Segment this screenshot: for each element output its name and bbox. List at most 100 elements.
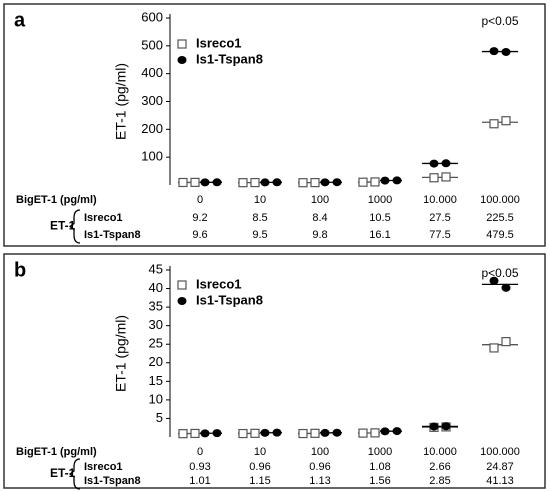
marker: [200, 429, 210, 438]
marker: [392, 427, 402, 436]
category-label: 100: [311, 194, 329, 206]
marker: [212, 178, 222, 187]
category-label: 10.000: [423, 446, 457, 458]
marker: [358, 177, 368, 187]
table-value: 8.4: [312, 212, 327, 224]
marker: [200, 178, 210, 187]
marker: [332, 428, 342, 437]
table-value: 1.56: [369, 475, 390, 487]
marker: [489, 276, 499, 285]
y-tick-label: 45: [149, 261, 163, 276]
y-tick-label: 25: [149, 336, 163, 351]
table-value: 41.13: [486, 475, 514, 487]
marker: [380, 176, 390, 185]
marker: [429, 173, 439, 183]
marker: [332, 178, 342, 187]
y-tick-label: 5: [156, 410, 163, 425]
marker: [272, 178, 282, 187]
marker: [260, 178, 270, 187]
marker: [501, 47, 511, 56]
marker: [429, 159, 439, 168]
y-tick-label: 400: [141, 65, 163, 80]
marker: [177, 39, 187, 49]
y-tick-label: 200: [141, 121, 163, 136]
annotation: p<0.05: [481, 266, 518, 280]
brace: [68, 209, 81, 244]
category-label: 0: [197, 446, 203, 458]
table-value: 10.5: [369, 212, 390, 224]
marker: [358, 428, 368, 438]
y-tick-label: 100: [141, 149, 163, 164]
table-value: 479.5: [486, 229, 514, 241]
table-value: 1.13: [309, 475, 330, 487]
category-label: 10.000: [423, 194, 457, 206]
y-axis-label: ET-1 (pg/ml): [113, 63, 129, 140]
y-axis-label: ET-1 (pg/ml): [113, 315, 129, 392]
marker: [250, 428, 260, 438]
y-tick-label: 20: [149, 354, 163, 369]
category-label: 10: [254, 194, 266, 206]
marker: [177, 297, 187, 305]
category-label: 10: [254, 446, 266, 458]
legend-label: Is1-Tspan8: [196, 292, 263, 307]
marker: [392, 176, 402, 185]
marker: [177, 280, 187, 290]
table-value: 9.6: [192, 229, 207, 241]
row-label: Isreco1: [84, 461, 123, 473]
annotation: p<0.05: [481, 14, 518, 28]
marker: [310, 178, 320, 188]
marker: [501, 337, 511, 347]
row-group-label: ET-1: [50, 219, 76, 233]
y-tick-label: 500: [141, 37, 163, 52]
y-tick-label: 300: [141, 93, 163, 108]
table-value: 9.2: [192, 212, 207, 224]
marker: [190, 177, 200, 187]
legend-label: Is1-Tspan8: [196, 51, 263, 66]
row-label: Isreco1: [84, 212, 123, 224]
table-value: 2.66: [429, 461, 450, 473]
marker: [260, 428, 270, 437]
table-value: 8.5: [252, 212, 267, 224]
table-value: 27.5: [429, 212, 450, 224]
y-tick-label: 10: [149, 391, 163, 406]
marker: [320, 428, 330, 437]
marker: [380, 427, 390, 436]
category-label: 100: [311, 446, 329, 458]
table-value: 2.85: [429, 475, 450, 487]
row-label: Is1-Tspan8: [84, 475, 141, 487]
category-label: 100.000: [480, 446, 520, 458]
x-axis-label: BigET-1 (pg/ml): [16, 194, 97, 206]
marker: [501, 116, 511, 126]
marker: [489, 47, 499, 56]
table-value: 1.01: [189, 475, 210, 487]
panel-letter: a: [14, 9, 26, 31]
marker: [310, 428, 320, 438]
table-value: 1.15: [249, 475, 270, 487]
y-tick-label: 15: [149, 373, 163, 388]
table-value: 225.5: [486, 212, 514, 224]
table-value: 1.08: [369, 461, 390, 473]
legend-label: Isreco1: [196, 276, 242, 291]
y-tick-label: 40: [149, 280, 163, 295]
y-tick-label: 30: [149, 317, 163, 332]
marker: [212, 429, 222, 438]
category-label: 0: [197, 194, 203, 206]
y-tick-label: 600: [141, 9, 163, 24]
marker: [298, 428, 308, 439]
table-value: 0.93: [189, 461, 210, 473]
table-value: 0.96: [249, 461, 270, 473]
marker: [441, 172, 451, 182]
x-axis-label: BigET-1 (pg/ml): [16, 446, 97, 458]
table-value: 16.1: [369, 229, 390, 241]
table-value: 77.5: [429, 229, 450, 241]
marker: [177, 56, 187, 64]
marker: [429, 422, 439, 431]
table-value: 9.5: [252, 229, 267, 241]
row-group-label: ET-1: [50, 466, 76, 480]
marker: [370, 177, 380, 187]
marker: [238, 428, 248, 439]
category-label: 100.000: [480, 194, 520, 206]
table-value: 0.96: [309, 461, 330, 473]
marker: [250, 177, 260, 188]
